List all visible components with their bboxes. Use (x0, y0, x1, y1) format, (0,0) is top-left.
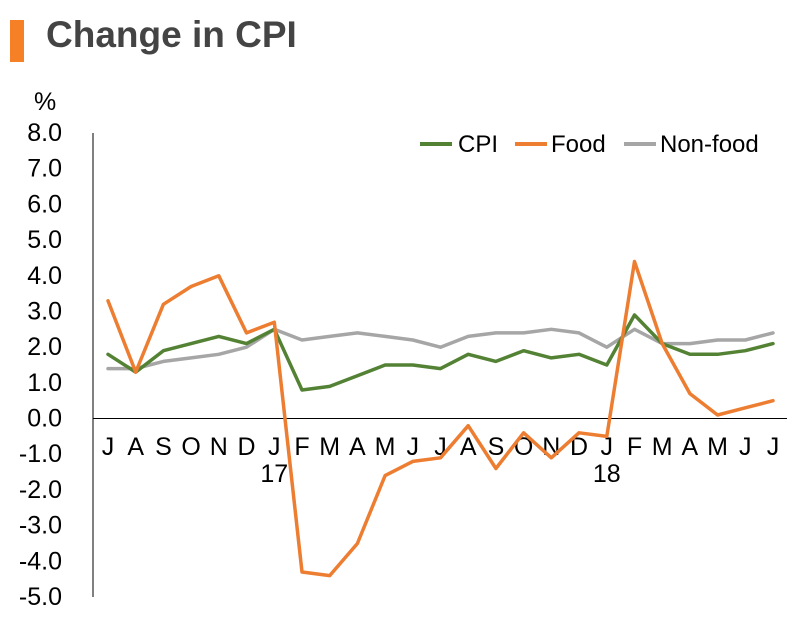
page-title: Change in CPI (46, 14, 297, 55)
y-tick-label: -3.0 (19, 512, 62, 540)
x-tick-label: M (375, 433, 396, 461)
y-tick-label: 7.0 (27, 155, 62, 183)
y-tick-label: 8.0 (27, 119, 62, 147)
y-tick-label: 0.0 (27, 405, 62, 433)
x-tick-label: A (127, 433, 144, 461)
y-tick-label: -4.0 (19, 547, 62, 575)
x-tick-label: M (707, 433, 728, 461)
y-tick-label: 3.0 (27, 297, 62, 325)
legend-label-non-food: Non-food (660, 131, 759, 158)
x-tick-label: F (627, 433, 642, 461)
y-tick-label: -1.0 (19, 440, 62, 468)
x-tick-label: J (767, 433, 780, 461)
y-tick-label: 5.0 (27, 226, 62, 254)
x-axis: J A S O N D J F M A M J J A S O N D J F M A M J J17 18 (93, 418, 787, 488)
series-line-food (106, 259, 775, 578)
y-tick-label: -5.0 (19, 583, 62, 611)
y-tick-label: 6.0 (27, 190, 62, 218)
x-tick-label: A (460, 433, 477, 461)
series-lines (106, 259, 775, 578)
legend-label-cpi: CPI (458, 131, 498, 158)
y-tick-label: 1.0 (27, 369, 62, 397)
x-tick-label: J (268, 433, 281, 461)
x-tick-label: S (155, 433, 172, 461)
chart-legend: CPI Food Non-food (420, 131, 759, 158)
x-tick-label: A (682, 433, 699, 461)
y-tick-label: 4.0 (27, 262, 62, 290)
x-tick-label: J (739, 433, 752, 461)
x-tick-label: M (652, 433, 673, 461)
x-year-label: 18 (593, 460, 621, 488)
x-tick-label: M (319, 433, 340, 461)
x-tick-label: J (407, 433, 420, 461)
title-accent-bar (10, 20, 24, 62)
legend-label-food: Food (551, 131, 606, 158)
y-tick-label: -2.0 (19, 476, 62, 504)
x-tick-label: J (102, 433, 115, 461)
x-tick-label: F (294, 433, 309, 461)
series-line-cpi (106, 313, 775, 392)
x-tick-label: D (238, 433, 256, 461)
y-axis-unit-label: % (34, 88, 56, 116)
x-tick-label: N (210, 433, 228, 461)
x-year-label: 17 (260, 460, 288, 488)
x-tick-label: J (601, 433, 614, 461)
x-tick-label: D (570, 433, 588, 461)
x-tick-label: S (488, 433, 505, 461)
y-tick-label: 2.0 (27, 333, 62, 361)
x-tick-label: A (349, 433, 366, 461)
x-tick-label: O (181, 433, 200, 461)
y-axis: 8.0 7.0 6.0 5.0 4.0 3.0 2.0 1.0 0.0 -1.0 -2.0 -3.0 -… (19, 119, 94, 611)
